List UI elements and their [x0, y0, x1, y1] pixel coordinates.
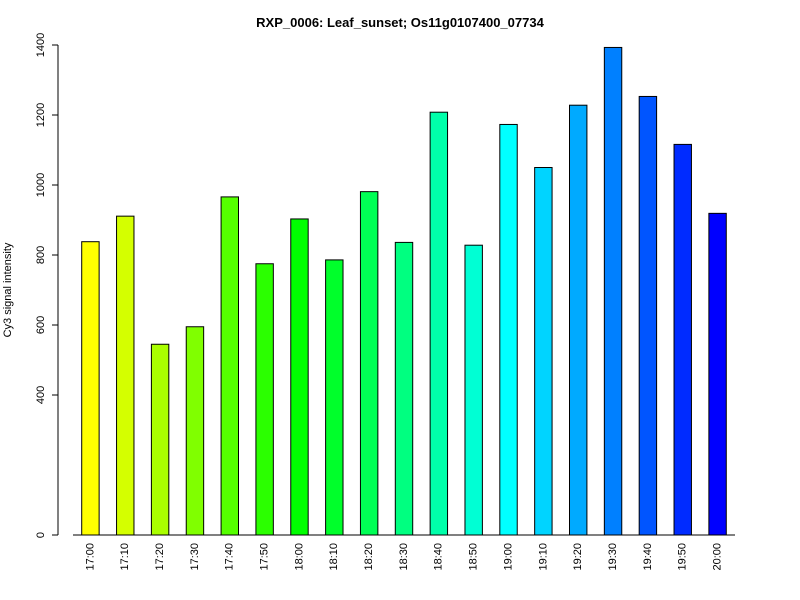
bar-1900 — [499, 123, 518, 536]
y-tick-label: 0 — [35, 532, 47, 538]
x-tick-label: 19:50 — [677, 543, 689, 571]
x-tick-label: 17:30 — [189, 543, 201, 571]
bar-1820 — [359, 191, 379, 536]
x-tick-label: 18:00 — [293, 543, 305, 571]
x-tick-label: 18:30 — [398, 543, 410, 571]
x-tick-label: 17:20 — [154, 543, 166, 571]
bar-1930 — [603, 46, 623, 536]
chart-title: RXP_0006: Leaf_sunset; Os11g0107400_0773… — [256, 15, 544, 30]
bar-1850 — [464, 244, 483, 536]
y-axis: 0 400 600 800 1000 1200 1400 — [35, 33, 59, 538]
x-tick-label: 18:40 — [433, 543, 445, 571]
x-tick-label: 17:00 — [84, 543, 96, 571]
y-tick-label: 1000 — [35, 173, 47, 197]
bars-group — [81, 46, 727, 536]
bar-1720 — [150, 343, 170, 536]
y-tick-label: 800 — [35, 246, 47, 264]
bar-2000 — [708, 212, 727, 536]
bar-1940 — [638, 95, 658, 536]
x-tick-label: 17:10 — [119, 543, 131, 571]
bar-1830 — [394, 241, 414, 536]
bar-1750 — [255, 263, 274, 536]
x-tick-label: 18:20 — [363, 543, 375, 571]
x-tick-label: 18:10 — [328, 543, 340, 571]
x-tick-label: 17:50 — [259, 543, 271, 571]
y-tick-label: 600 — [35, 316, 47, 334]
bar-1950 — [673, 143, 692, 536]
y-axis-label: Cy3 signal intensity — [2, 242, 14, 337]
x-tick-label: 19:10 — [537, 543, 549, 571]
x-tick-label: 17:40 — [224, 543, 236, 571]
y-tick-label: 1400 — [35, 33, 47, 57]
x-tick-label: 20:00 — [711, 543, 723, 571]
x-tick-label: 19:20 — [572, 543, 584, 571]
bar-1700 — [81, 241, 100, 536]
x-axis: 17:00 17:10 17:20 17:30 17:40 17:50 18:00 18:10… — [73, 534, 735, 571]
x-tick-label: 19:40 — [642, 543, 654, 571]
bar-1800 — [290, 218, 309, 536]
bar-1920 — [569, 104, 588, 536]
bar-1810 — [325, 259, 344, 536]
y-tick-label: 1200 — [35, 103, 47, 127]
x-tick-label: 18:50 — [468, 543, 480, 571]
x-tick-label: 19:30 — [607, 543, 619, 571]
bar-1840 — [429, 111, 449, 536]
bar-1710 — [116, 215, 135, 536]
bar-1740 — [220, 196, 240, 536]
bar-1730 — [185, 326, 205, 536]
x-tick-label: 19:00 — [502, 543, 514, 571]
bar-1910 — [534, 167, 553, 536]
y-tick-label: 400 — [35, 386, 47, 404]
